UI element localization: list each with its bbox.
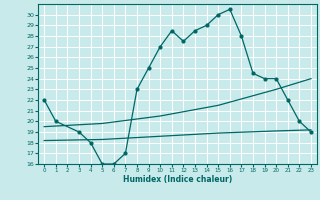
X-axis label: Humidex (Indice chaleur): Humidex (Indice chaleur) [123, 175, 232, 184]
